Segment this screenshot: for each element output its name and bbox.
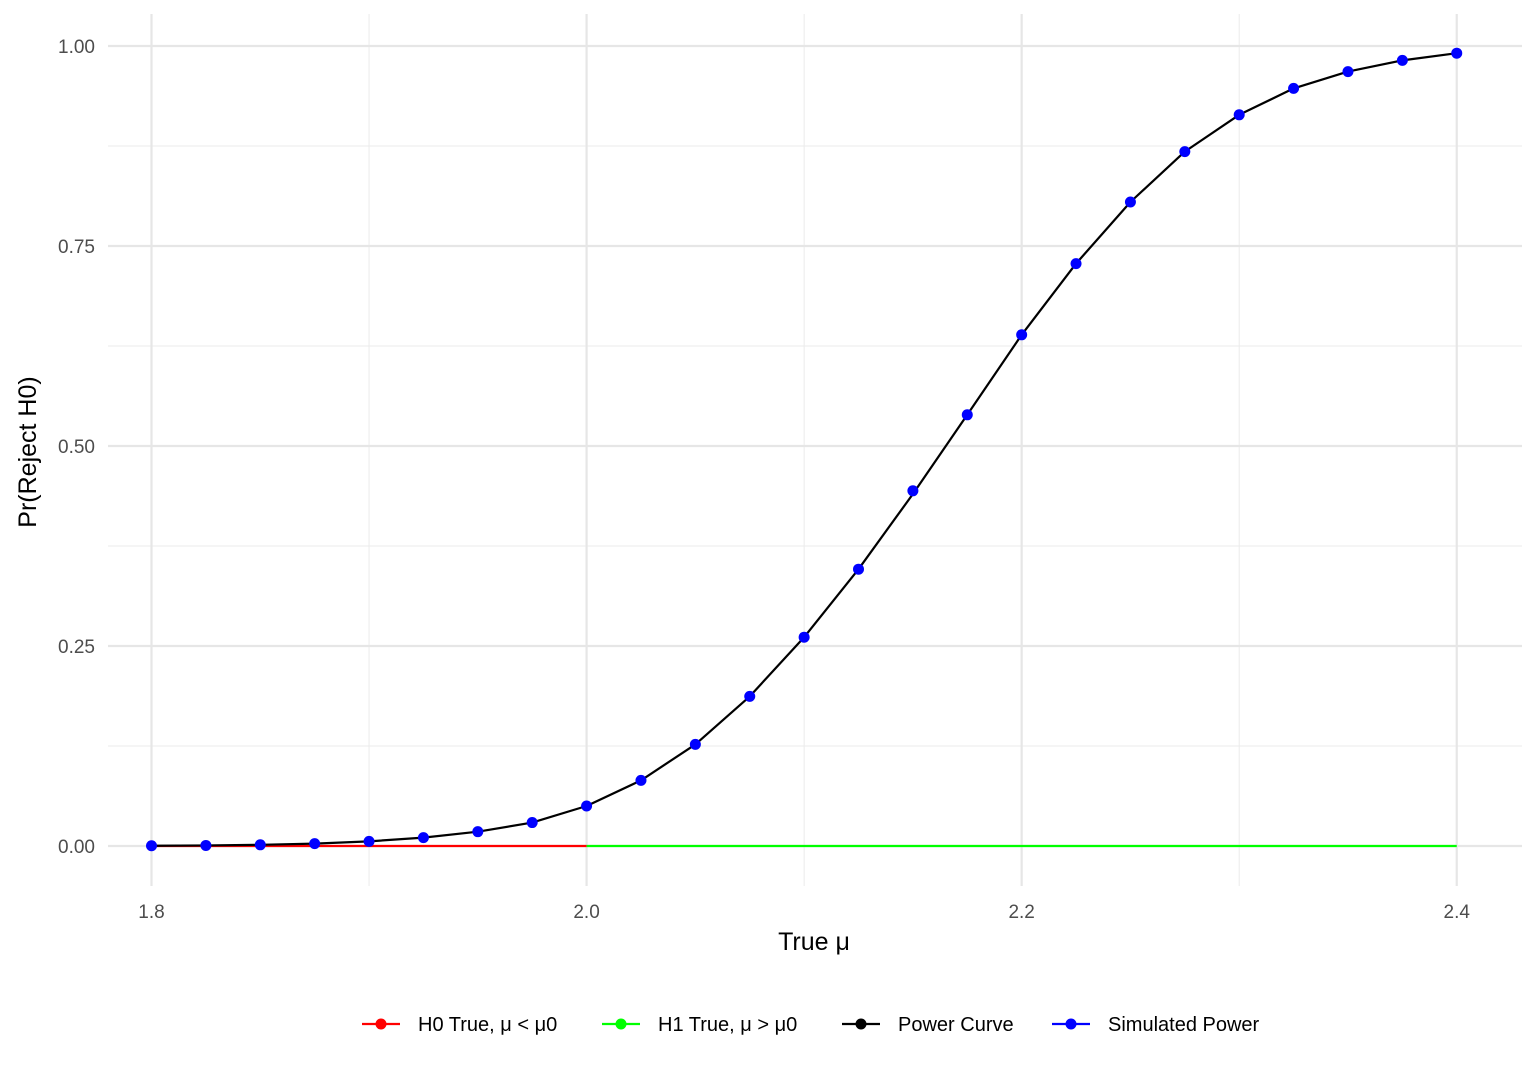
simulated-point [1070,258,1082,270]
x-tick-label: 2.2 [1008,902,1034,923]
grid-lines [108,14,1522,886]
simulated-point [417,832,429,844]
y-tick-label: 0.50 [58,437,95,458]
simulated-point [1288,82,1300,94]
simulated-point [581,800,593,812]
y-tick-label: 1.00 [58,37,95,58]
simulated-point [798,631,810,643]
simulated-point [1016,329,1028,341]
simulated-point [254,839,266,851]
simulated-point [472,826,484,838]
simulated-point [853,563,865,575]
legend: H0 True, μ < μ0 H1 True, μ > μ0 Power Curv… [362,1014,1260,1036]
simulated-point [1179,146,1191,158]
simulated-point [1233,109,1245,121]
simulated-point [635,774,647,786]
legend-key-point [615,1018,627,1030]
x-axis-title: True μ [778,928,850,956]
x-tick-label: 2.0 [573,902,599,923]
simulated-point [689,738,701,750]
simulated-point [526,817,538,829]
series-layer [146,47,1463,852]
tick-labels: 1.8 2.0 2.2 2.4 0.00 0.25 0.50 0.75 1.00 [58,37,1470,923]
simulated-point [146,840,158,852]
legend-label: Simulated Power [1108,1014,1260,1036]
simulated-point [1396,54,1408,66]
simulated-point [363,835,375,847]
simulated-point [744,690,756,702]
legend-key-point [855,1018,867,1030]
simulated-point [200,839,212,851]
y-tick-label: 0.25 [58,637,95,658]
y-axis-title: Pr(Reject H0) [14,376,42,527]
legend-label: Power Curve [898,1014,1014,1036]
y-tick-label: 0.00 [58,837,95,858]
y-tick-label: 0.75 [58,237,95,258]
simulated-point [907,485,919,497]
simulated-point [1342,66,1354,78]
simulated-point [1451,47,1463,59]
simulated-point [1124,196,1136,208]
x-tick-label: 1.8 [138,902,164,923]
legend-label: H0 True, μ < μ0 [418,1014,557,1036]
simulated-point [961,409,973,421]
x-tick-label: 2.4 [1444,902,1471,923]
legend-label: H1 True, μ > μ0 [658,1014,797,1036]
legend-key-point [375,1018,387,1030]
simulated-point [309,838,321,850]
legend-key-point [1065,1018,1077,1030]
